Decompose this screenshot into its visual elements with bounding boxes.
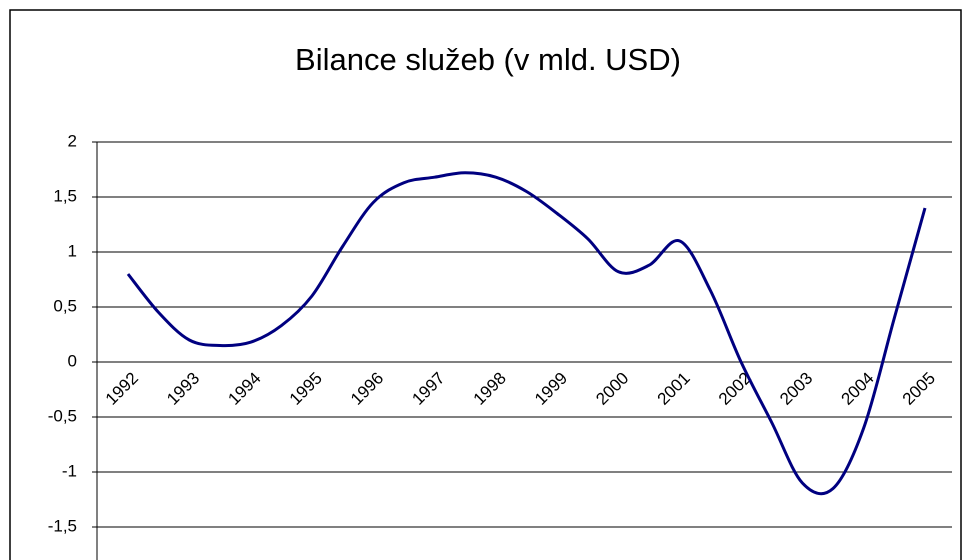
chart-title: Bilance služeb (v mld. USD) bbox=[295, 42, 681, 77]
y-tick-label: 0 bbox=[68, 351, 77, 370]
y-tick-label: -1 bbox=[62, 461, 77, 480]
y-tick-label: 1 bbox=[68, 241, 77, 260]
y-tick-label: -1,5 bbox=[48, 516, 77, 535]
chart-frame bbox=[9, 9, 962, 560]
y-tick-label: 0,5 bbox=[53, 296, 77, 315]
data-line bbox=[126, 171, 927, 496]
y-tick-label: 2 bbox=[68, 131, 77, 150]
y-tick-label: -0,5 bbox=[48, 406, 77, 425]
y-tick-label: 1,5 bbox=[53, 186, 77, 205]
